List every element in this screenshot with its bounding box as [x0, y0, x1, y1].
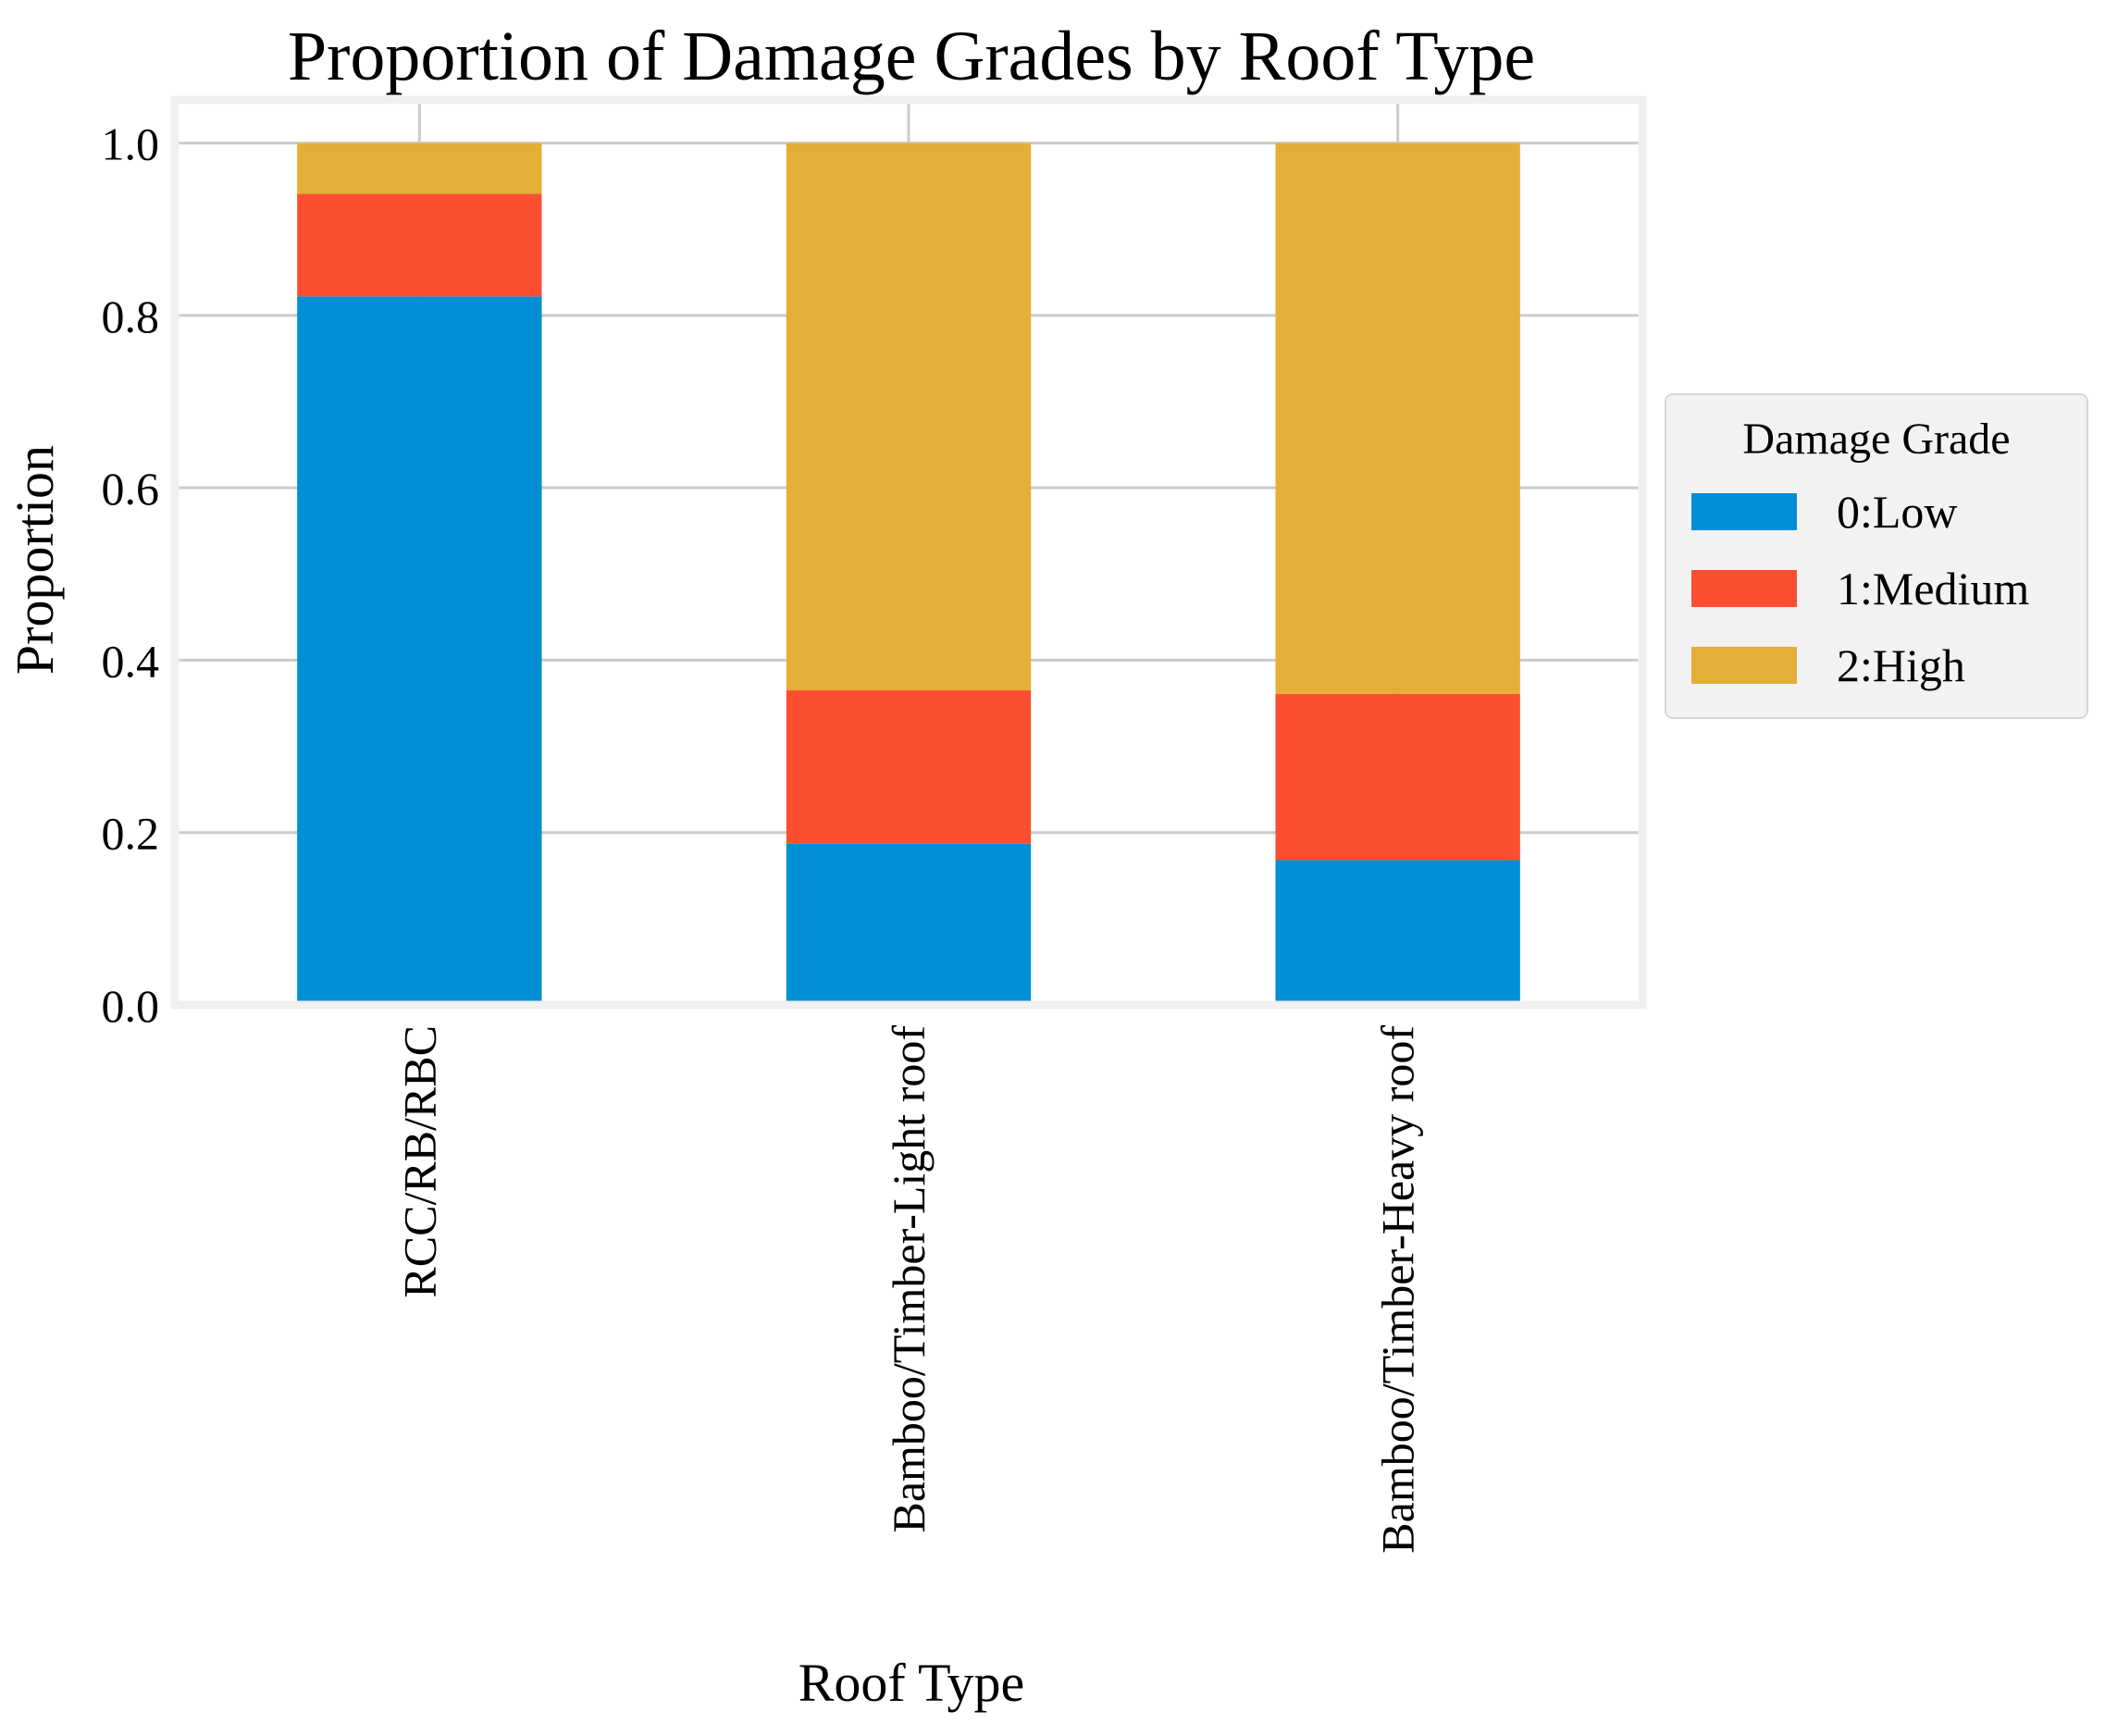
legend-swatch-0-low [1691, 493, 1797, 530]
y-tick-label: 1.0 [102, 118, 160, 170]
chart-title: Proportion of Damage Grades by Roof Type [288, 18, 1535, 95]
y-axis-label: Proportion [5, 445, 65, 675]
plot-area-frame [170, 95, 1647, 1010]
x-tick-label-rcc-rb-rbc: RCC/RB/RBC [393, 1025, 445, 1298]
y-tick-label: 0.0 [102, 980, 160, 1032]
bar-2-high-bamboo-timber-light-roof [786, 143, 1032, 691]
legend-title: Damage Grade [1742, 415, 2010, 464]
bar-0-low-bamboo-timber-heavy-roof [1275, 860, 1520, 1005]
legend-swatch-1-medium [1691, 570, 1797, 607]
y-tick-label: 0.4 [102, 635, 160, 687]
bar-2-high-rcc-rb-rbc [297, 143, 542, 194]
y-tick-label: 0.8 [102, 291, 160, 342]
x-tick-labels: RCC/RB/RBC Bamboo/Timber-Light roof Bamboo… [393, 1025, 1423, 1554]
legend-swatch-2-high [1691, 647, 1797, 684]
bars [297, 143, 1520, 1005]
y-tick-label: 0.6 [102, 463, 160, 515]
legend-label-0-low: 0:Low [1837, 486, 1958, 538]
legend-entries: 0:Low 1:Medium 2:High [1691, 486, 2029, 691]
legend-label-1-medium: 1:Medium [1837, 563, 2029, 614]
y-tick-labels: 0.0 0.2 0.4 0.6 0.8 1.0 [102, 118, 160, 1032]
bar-0-low-rcc-rb-rbc [297, 296, 542, 1005]
legend-label-2-high: 2:High [1837, 639, 1965, 691]
legend: Damage Grade 0:Low 1:Medium 2:High [1665, 393, 2088, 719]
bar-0-low-bamboo-timber-light-roof [786, 843, 1032, 1005]
y-tick-label: 0.2 [102, 808, 160, 860]
bar-1-medium-bamboo-timber-heavy-roof [1275, 693, 1520, 861]
x-tick-label-bamboo-timber-light-roof: Bamboo/Timber-Light roof [883, 1025, 935, 1533]
bar-1-medium-rcc-rb-rbc [297, 193, 542, 297]
x-tick-label-bamboo-timber-heavy-roof: Bamboo/Timber-Heavy roof [1372, 1025, 1424, 1554]
x-axis-label: Roof Type [799, 1653, 1025, 1713]
bar-2-high-bamboo-timber-heavy-roof [1275, 143, 1520, 694]
bar-1-medium-bamboo-timber-light-roof [786, 690, 1032, 844]
legend-box [1665, 393, 2088, 719]
